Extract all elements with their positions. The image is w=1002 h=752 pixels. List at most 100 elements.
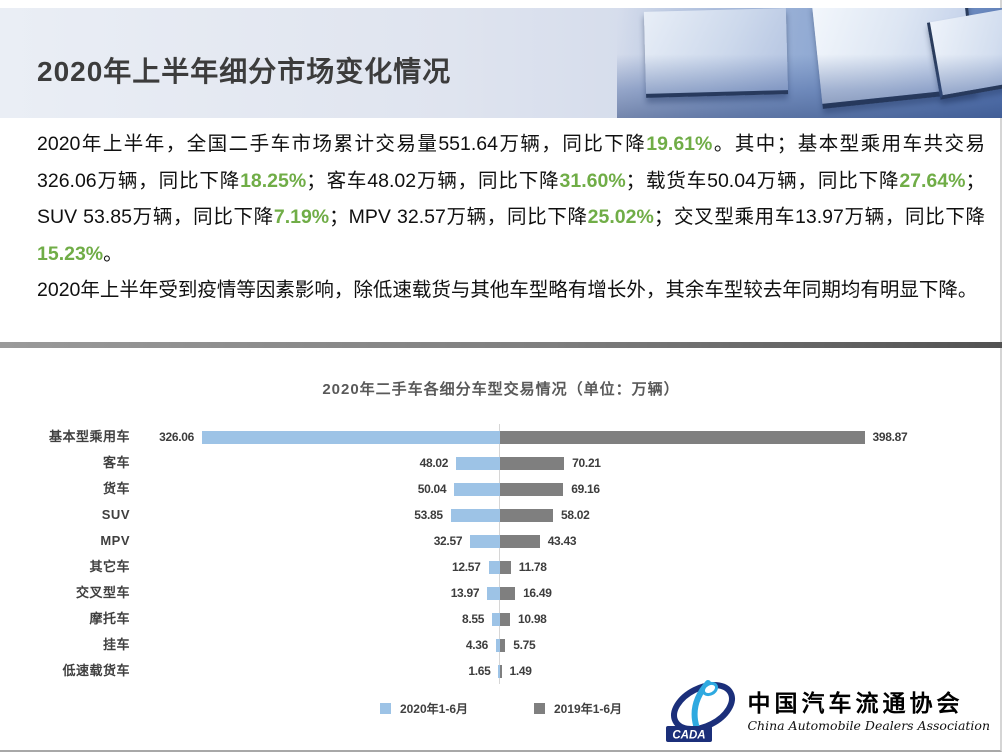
- summary-paragraph-1: 2020年上半年，全国二手车市场累计交易量551.64万辆，同比下降19.61%…: [37, 126, 985, 272]
- cada-logo: CADA 中国汽车流通协会 China Automobile Dealers A…: [665, 680, 990, 744]
- value-label-2019: 5.75: [513, 638, 536, 652]
- bar-2020: [488, 561, 500, 574]
- chart-row: 客车 48.02 70.21: [0, 450, 1002, 476]
- value-label-2019: 16.49: [523, 586, 552, 600]
- value-label-2019: 70.21: [572, 456, 601, 470]
- header-cubes-graphic: [617, 8, 1002, 118]
- category-label: 客车: [102, 455, 130, 470]
- highlight-percentage: 25.02%: [587, 206, 654, 229]
- category-label: 基本型乘用车: [48, 429, 130, 444]
- text-run: ；交叉型乘用车13.97万辆，同比下降: [653, 206, 985, 229]
- bar-2019: [500, 535, 540, 548]
- chart-title: 2020年二手车各细分车型交易情况（单位：万辆）: [322, 381, 680, 398]
- value-label-2019: 69.16: [571, 482, 600, 496]
- text-run: 2020年上半年受到疫情等因素影响，除低速载货与其他车型略有增长外，其余车型较去…: [37, 279, 978, 302]
- highlight-percentage: 7.19%: [273, 206, 330, 229]
- legend-swatch-2020: [379, 703, 391, 714]
- category-label: 其它车: [89, 559, 130, 574]
- category-label: 挂车: [102, 637, 130, 652]
- category-label: SUV: [101, 507, 130, 522]
- cube-graphic: [811, 8, 978, 109]
- bar-2019: [500, 561, 511, 574]
- highlight-percentage: 15.23%: [37, 242, 104, 265]
- value-label-2020: 4.36: [465, 638, 488, 652]
- highlight-percentage: 18.25%: [240, 169, 307, 192]
- value-label-2020: 53.85: [414, 508, 443, 522]
- legend-item-2019: 2019年1-6月: [534, 700, 622, 717]
- bar-2020: [454, 483, 500, 496]
- value-label-2020: 32.57: [433, 534, 463, 548]
- legend-label-2019: 2019年1-6月: [554, 702, 623, 716]
- highlight-percentage: 19.61%: [646, 133, 713, 155]
- category-label: 交叉型车: [75, 585, 130, 600]
- bar-2020: [487, 587, 500, 600]
- bar-2020: [450, 509, 500, 522]
- cada-name-chinese: 中国汽车流通协会: [747, 690, 964, 718]
- cada-logo-icon: CADA: [666, 680, 736, 742]
- bar-2020: [470, 535, 500, 548]
- legend-item-2020: 2020年1-6月: [379, 700, 468, 717]
- value-label-2019: 58.02: [561, 508, 590, 522]
- value-label-2020: 12.57: [451, 560, 481, 574]
- legend-label-2020: 2020年1-6月: [399, 702, 468, 716]
- bar-2020: [496, 639, 500, 652]
- chart-row: SUV 53.85 58.02: [0, 502, 1002, 528]
- value-label-2020: 326.06: [159, 430, 194, 444]
- text-run: 2020年上半年，全国二手车市场累计交易量551.64万辆，同比下降: [37, 133, 647, 155]
- value-label-2019: 43.43: [547, 534, 577, 548]
- chart-row: 挂车 4.36 5.75: [0, 632, 1002, 658]
- cada-name-english: China Automobile Dealers Association: [747, 717, 990, 733]
- summary-paragraph-2: 2020年上半年受到疫情等因素影响，除低速载货与其他车型略有增长外，其余车型较去…: [37, 272, 985, 309]
- value-label-2020: 1.65: [468, 664, 491, 678]
- bar-2019: [500, 457, 565, 470]
- text-run: ；载货车50.04万辆，同比下降: [625, 169, 900, 192]
- bar-2019: [500, 509, 554, 522]
- category-label: MPV: [100, 533, 130, 548]
- bar-2020: [202, 431, 500, 444]
- world-map-texture: [657, 18, 777, 108]
- text-run: ；SUV 53.85万辆，同比下降: [37, 169, 985, 229]
- text-run: ；客车48.02万辆，同比下降: [306, 169, 560, 192]
- bar-2019: [500, 431, 865, 444]
- bar-2019: [500, 665, 502, 678]
- chart-row: 其它车 12.57 11.78: [0, 554, 1002, 580]
- cube-graphic: [926, 8, 1002, 100]
- chart-row: 货车 50.04 69.16: [0, 476, 1002, 502]
- bar-2020: [456, 457, 500, 470]
- legend-swatch-2019: [534, 703, 545, 714]
- summary-text-block: 2020年上半年，全国二手车市场累计交易量551.64万辆，同比下降19.61%…: [37, 126, 985, 309]
- text-run: 。: [103, 242, 123, 265]
- chart-legend: 2020年1-6月 2019年1-6月: [0, 700, 1002, 717]
- bar-2019: [500, 613, 511, 626]
- bar-2019: [500, 587, 516, 600]
- cada-logo-text: 中国汽车流通协会 China Automobile Dealers Associ…: [747, 691, 990, 732]
- diverging-bar-chart: 基本型乘用车 326.06 398.87 客车 48.02 70.21 货车 50.04 69.…: [0, 424, 1002, 684]
- chart-row: 基本型乘用车 326.06 398.87: [0, 424, 1002, 450]
- value-label-2020: 13.97: [450, 586, 480, 600]
- value-label-2020: 48.02: [419, 456, 449, 470]
- chart-row: 低速载货车 1.65 1.49: [0, 658, 1002, 684]
- value-label-2019: 10.98: [518, 612, 547, 626]
- bar-2020: [492, 613, 500, 626]
- value-label-2019: 1.49: [509, 664, 532, 678]
- header-banner: 2020年上半年细分市场变化情况: [0, 8, 1002, 118]
- chart-row: 摩托车 8.55 10.98: [0, 606, 1002, 632]
- chart-center-axis: [499, 424, 500, 684]
- category-label: 低速载货车: [62, 663, 130, 678]
- world-map-texture: [827, 8, 917, 58]
- cube-graphic: [643, 8, 789, 98]
- text-run: ；MPV 32.57万辆，同比下降: [329, 206, 588, 229]
- section-divider: [0, 342, 1002, 348]
- category-label: 货车: [102, 481, 130, 496]
- bar-2019: [500, 483, 564, 496]
- value-label-2019: 398.87: [872, 430, 908, 444]
- page-title: 2020年上半年细分市场变化情况: [37, 56, 452, 87]
- bar-2020: [498, 665, 500, 678]
- value-label-2020: 50.04: [417, 482, 447, 496]
- chart-row: 交叉型车 13.97 16.49: [0, 580, 1002, 606]
- text-run: 。其中；基本型乘用车共交易326.06万辆，同比下降: [37, 133, 985, 192]
- highlight-percentage: 31.60%: [559, 169, 626, 192]
- value-label-2020: 8.55: [462, 612, 485, 626]
- category-label: 摩托车: [89, 611, 130, 626]
